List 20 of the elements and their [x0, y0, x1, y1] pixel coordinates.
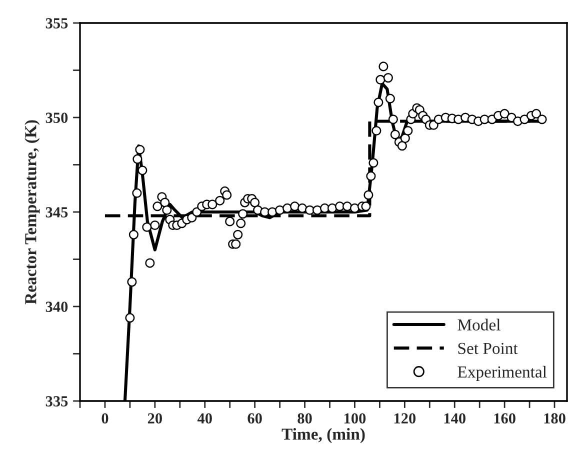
y-axis-title: Reactor Temperature, (K)	[24, 120, 40, 304]
x-axis-title: Time, (min)	[282, 428, 365, 444]
x-tick-label: 160	[494, 413, 516, 424]
x-tick-label: 180	[544, 413, 566, 424]
y-tick-label: 335	[46, 396, 68, 406]
x-tick-label: 40	[197, 413, 212, 424]
x-tick-label: 60	[248, 413, 262, 424]
x-tick-label: 140	[444, 413, 466, 424]
legend-label: Model	[458, 318, 500, 331]
x-tick-label: 0	[102, 413, 108, 424]
x-tick-label: 20	[148, 413, 162, 424]
y-tick-label: 345	[46, 207, 68, 218]
x-tick-label: 80	[298, 413, 312, 424]
x-tick-label: 120	[394, 413, 416, 424]
x-tick-label: 100	[344, 413, 366, 424]
legend-label: Set Point	[458, 342, 518, 354]
legend-label: Experimental	[458, 366, 547, 381]
y-tick-label: 340	[46, 302, 68, 312]
y-tick-label: 350	[46, 112, 68, 123]
y-tick-label: 355	[46, 18, 68, 28]
